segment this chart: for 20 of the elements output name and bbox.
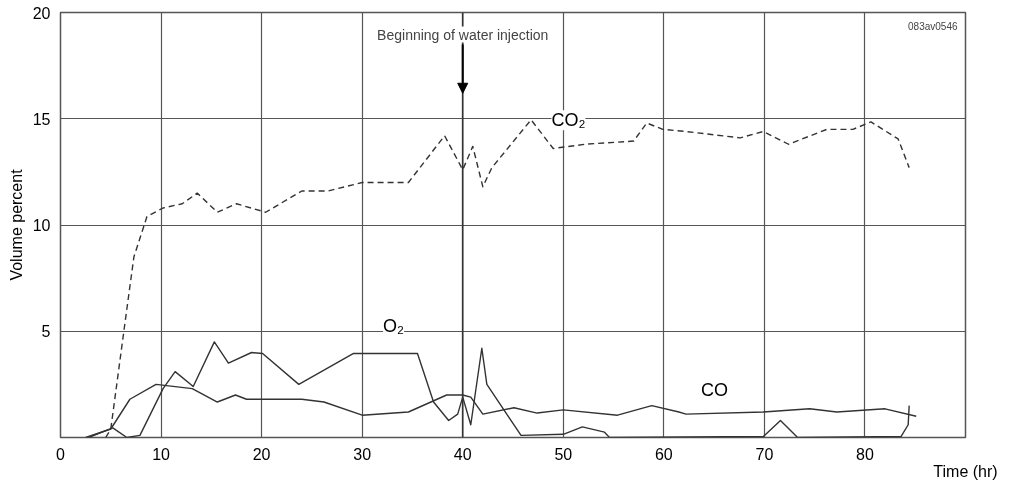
x-tick-label: 10 <box>152 445 171 463</box>
series-label: O₂ <box>383 315 405 336</box>
series-label: CO <box>700 380 728 401</box>
x-axis-title: Time (hr) <box>933 462 998 480</box>
y-tick-label: 10 <box>32 217 51 234</box>
y-tick-label: 5 <box>41 323 51 341</box>
x-tick-label: 70 <box>755 445 774 463</box>
y-tick-label: 15 <box>32 110 51 128</box>
x-tick-label: 0 <box>56 445 66 463</box>
annotation: 083av0546 <box>908 20 958 32</box>
x-tick-label: 20 <box>252 445 271 463</box>
x-tick-label: 50 <box>554 445 573 463</box>
x-tick-label: 80 <box>856 445 874 463</box>
x-tick-label: 30 <box>353 445 372 463</box>
x-tick-label: 40 <box>453 445 472 463</box>
y-tick-label: 20 <box>32 4 51 22</box>
x-tick-label: 60 <box>654 445 673 463</box>
series-label: CO₂ <box>551 110 586 131</box>
y-axis-title: Volume percent <box>7 168 25 281</box>
ref-line-label: Beginning of water injection <box>377 26 549 43</box>
